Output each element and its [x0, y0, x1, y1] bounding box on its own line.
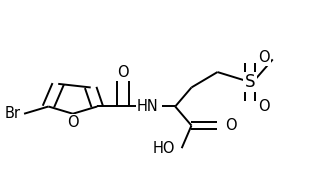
Text: Br: Br: [5, 106, 21, 121]
Text: O: O: [226, 118, 237, 133]
Text: S: S: [245, 73, 255, 91]
Text: O: O: [118, 65, 129, 79]
Text: O: O: [258, 50, 270, 65]
Text: HO: HO: [153, 141, 175, 156]
Text: O: O: [67, 115, 79, 130]
Text: O: O: [258, 99, 270, 114]
Text: HN: HN: [137, 99, 159, 114]
